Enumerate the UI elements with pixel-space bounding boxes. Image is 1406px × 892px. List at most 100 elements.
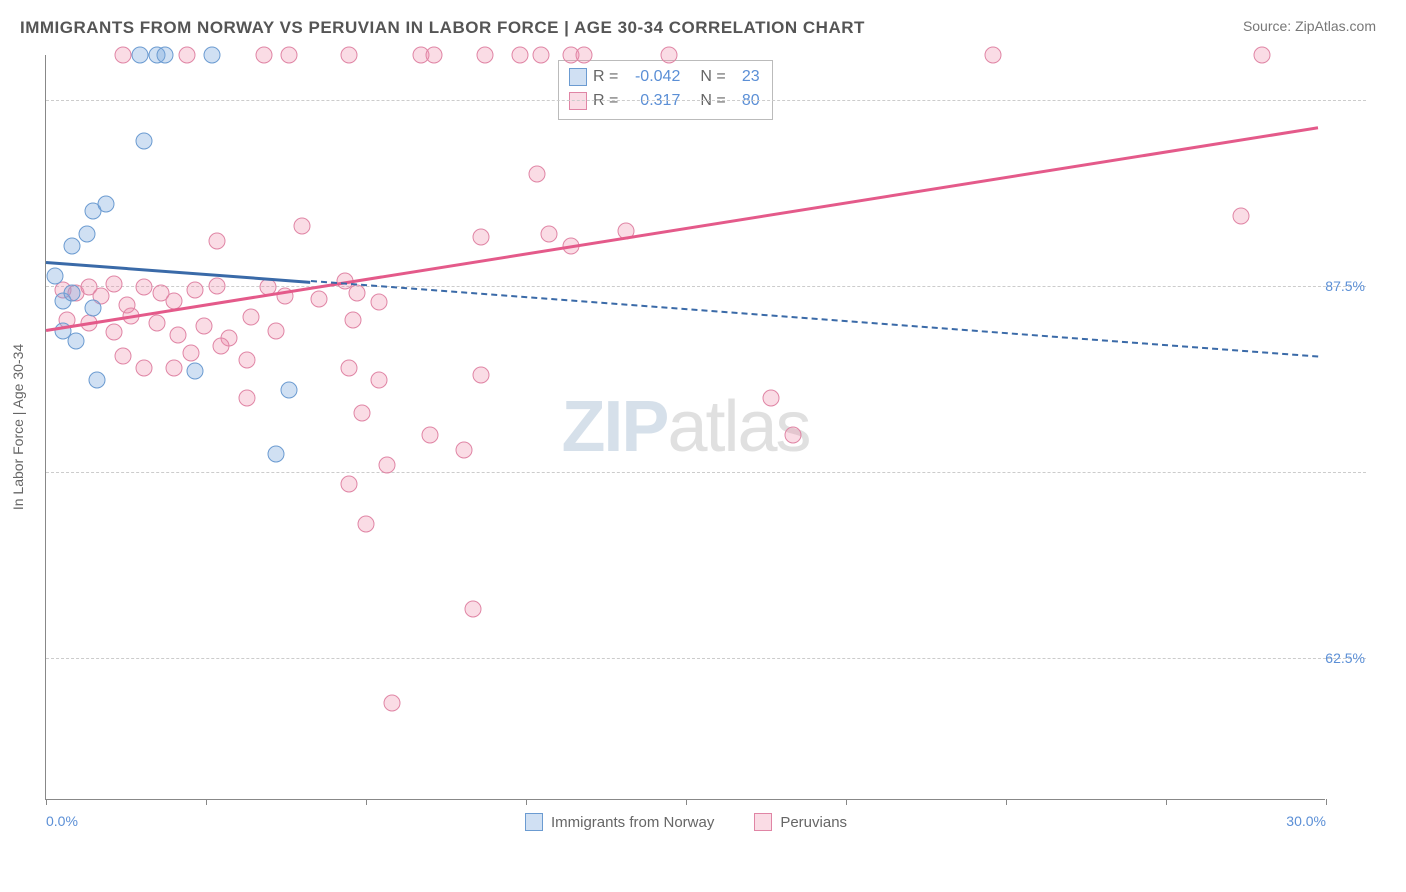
stats-n-label-blue: N = (700, 65, 725, 89)
scatter-point-pink (208, 277, 225, 294)
scatter-point-pink (1254, 47, 1271, 64)
scatter-point-blue (46, 267, 63, 284)
legend-item-blue: Immigrants from Norway (525, 813, 714, 831)
gridline-h (46, 658, 1366, 659)
scatter-point-pink (370, 294, 387, 311)
scatter-point-pink (464, 601, 481, 618)
x-tick-label: 0.0% (46, 813, 78, 829)
x-tick (846, 799, 847, 805)
stats-row-blue: R = -0.042 N = 23 (569, 65, 760, 89)
scatter-point-pink (660, 47, 677, 64)
scatter-point-pink (170, 327, 187, 344)
scatter-point-pink (268, 322, 285, 339)
scatter-point-pink (358, 516, 375, 533)
stats-swatch-pink (569, 92, 587, 110)
scatter-point-pink (541, 225, 558, 242)
scatter-point-blue (97, 196, 114, 213)
regression-line-blue-dashed (310, 280, 1317, 358)
scatter-point-pink (114, 47, 131, 64)
scatter-point-pink (985, 47, 1002, 64)
scatter-point-pink (178, 47, 195, 64)
scatter-point-pink (114, 347, 131, 364)
x-tick (46, 799, 47, 805)
legend-label-pink: Peruvians (780, 814, 847, 831)
chart-title: IMMIGRANTS FROM NORWAY VS PERUVIAN IN LA… (20, 18, 865, 38)
scatter-point-blue (89, 371, 106, 388)
scatter-point-blue (157, 47, 174, 64)
scatter-point-pink (473, 367, 490, 384)
scatter-point-pink (511, 47, 528, 64)
scatter-point-pink (426, 47, 443, 64)
y-tick-label: 87.5% (1325, 278, 1365, 294)
gridline-h (46, 472, 1366, 473)
scatter-point-pink (477, 47, 494, 64)
x-tick (1166, 799, 1167, 805)
x-tick (686, 799, 687, 805)
scatter-point-pink (136, 359, 153, 376)
scatter-point-blue (187, 362, 204, 379)
scatter-point-pink (294, 218, 311, 235)
scatter-point-blue (281, 382, 298, 399)
legend-swatch-pink (754, 813, 772, 831)
scatter-point-pink (238, 352, 255, 369)
scatter-point-pink (353, 404, 370, 421)
bottom-legend: Immigrants from Norway Peruvians (46, 813, 1326, 831)
scatter-point-pink (195, 318, 212, 335)
scatter-point-pink (1232, 207, 1249, 224)
stats-row-pink: R = 0.317 N = 80 (569, 89, 760, 113)
x-tick (1326, 799, 1327, 805)
watermark-bold: ZIP (561, 387, 667, 467)
scatter-point-pink (212, 337, 229, 354)
legend-swatch-blue (525, 813, 543, 831)
x-tick-label: 30.0% (1286, 813, 1326, 829)
scatter-point-blue (268, 446, 285, 463)
scatter-point-pink (311, 291, 328, 308)
stats-legend-box: R = -0.042 N = 23 R = 0.317 N = 80 (558, 60, 773, 120)
scatter-point-blue (63, 237, 80, 254)
scatter-point-blue (63, 285, 80, 302)
x-tick (206, 799, 207, 805)
stats-n-label-pink: N = (700, 89, 725, 113)
legend-item-pink: Peruvians (754, 813, 847, 831)
scatter-point-pink (383, 695, 400, 712)
scatter-point-pink (242, 309, 259, 326)
gridline-h (46, 286, 1366, 287)
x-tick (1006, 799, 1007, 805)
scatter-point-pink (255, 47, 272, 64)
stats-swatch-blue (569, 68, 587, 86)
gridline-h (46, 100, 1366, 101)
scatter-point-pink (106, 324, 123, 341)
scatter-point-pink (473, 228, 490, 245)
scatter-point-pink (106, 276, 123, 293)
scatter-point-pink (345, 312, 362, 329)
y-axis-title: In Labor Force | Age 30-34 (10, 344, 26, 510)
chart-container: In Labor Force | Age 30-34 ZIPatlas R = … (45, 55, 1365, 825)
scatter-point-pink (148, 315, 165, 332)
stats-n-value-pink: 80 (732, 89, 760, 113)
scatter-point-pink (136, 279, 153, 296)
x-tick (366, 799, 367, 805)
regression-line-pink (46, 127, 1318, 332)
scatter-point-pink (340, 476, 357, 493)
y-tick-label: 62.5% (1325, 650, 1365, 666)
scatter-point-pink (187, 282, 204, 299)
scatter-point-pink (208, 233, 225, 250)
scatter-point-pink (183, 345, 200, 362)
x-tick (526, 799, 527, 805)
scatter-point-blue (78, 225, 95, 242)
scatter-point-pink (456, 441, 473, 458)
scatter-point-pink (575, 47, 592, 64)
scatter-point-pink (166, 359, 183, 376)
scatter-point-pink (763, 389, 780, 406)
scatter-point-blue (131, 47, 148, 64)
stats-r-label-blue: R = (593, 65, 618, 89)
scatter-point-blue (84, 300, 101, 317)
scatter-point-pink (281, 47, 298, 64)
scatter-point-pink (238, 389, 255, 406)
scatter-point-blue (204, 47, 221, 64)
scatter-point-pink (532, 47, 549, 64)
stats-n-value-blue: 23 (732, 65, 760, 89)
legend-label-blue: Immigrants from Norway (551, 814, 714, 831)
stats-r-value-pink: 0.317 (624, 89, 680, 113)
scatter-point-pink (340, 47, 357, 64)
